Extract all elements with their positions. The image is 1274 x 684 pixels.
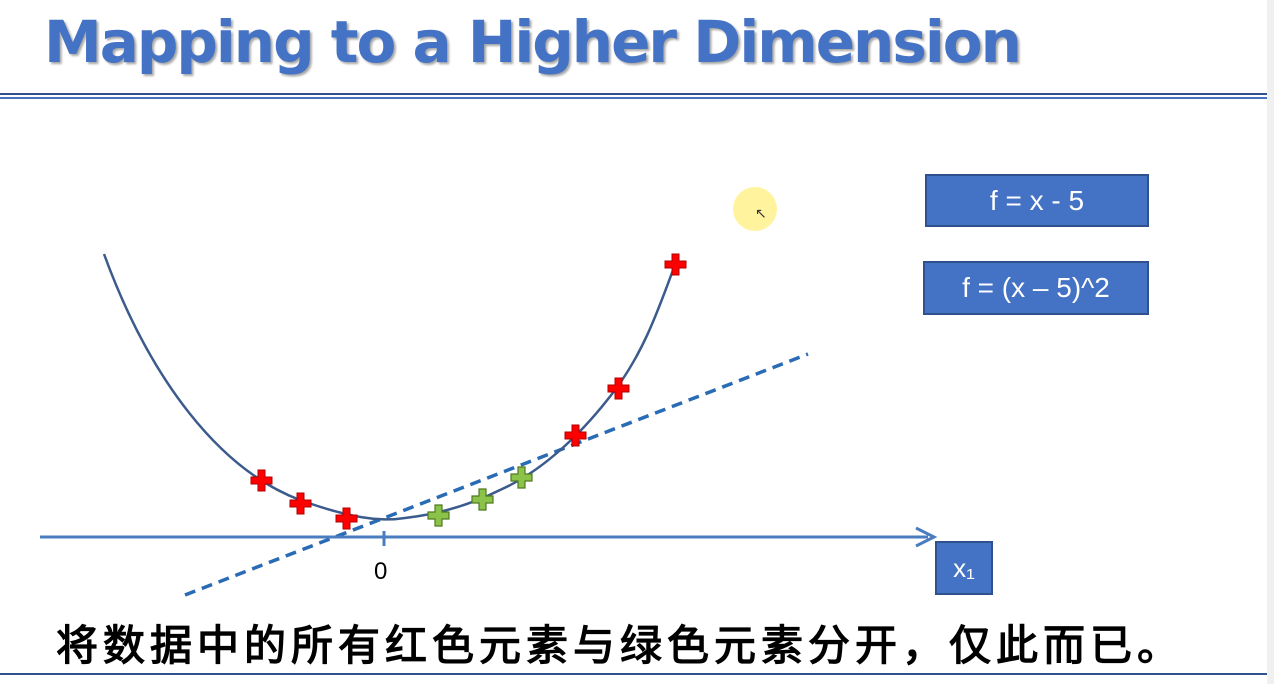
formula-squared-label: f = (x – 5)^2 xyxy=(962,272,1110,303)
title-divider xyxy=(0,93,1274,99)
green-point xyxy=(471,488,494,511)
red-point xyxy=(664,253,687,276)
green-point xyxy=(427,504,450,527)
green-points xyxy=(427,466,533,527)
x-axis-label: x₁ xyxy=(953,552,975,583)
red-point xyxy=(250,469,273,492)
formula-linear-box: f = x - 5 xyxy=(925,174,1149,227)
red-points xyxy=(250,253,687,530)
parabola-curve xyxy=(102,253,678,521)
cursor-highlight xyxy=(733,187,777,231)
red-point xyxy=(607,377,630,400)
origin-label: 0 xyxy=(374,558,388,585)
subtitle-caption: 将数据中的所有红色元素与绿色元素分开，仅此而已。 xyxy=(55,621,1184,670)
red-point xyxy=(289,492,312,515)
bottom-divider xyxy=(0,673,1274,675)
x-axis-label-box: x₁ xyxy=(935,541,993,595)
red-point xyxy=(335,507,358,530)
cursor-pointer-icon: ↖ xyxy=(755,206,767,222)
formula-squared-box: f = (x – 5)^2 xyxy=(923,261,1149,315)
slide-title: Mapping to a Higher Dimension xyxy=(44,8,1022,76)
scrollbar[interactable] xyxy=(1267,0,1274,684)
x-axis-arrowhead xyxy=(915,526,938,548)
green-point xyxy=(510,466,533,489)
separating-dashed-line xyxy=(184,352,809,597)
formula-linear-label: f = x - 5 xyxy=(989,184,1085,216)
red-point xyxy=(564,424,587,447)
